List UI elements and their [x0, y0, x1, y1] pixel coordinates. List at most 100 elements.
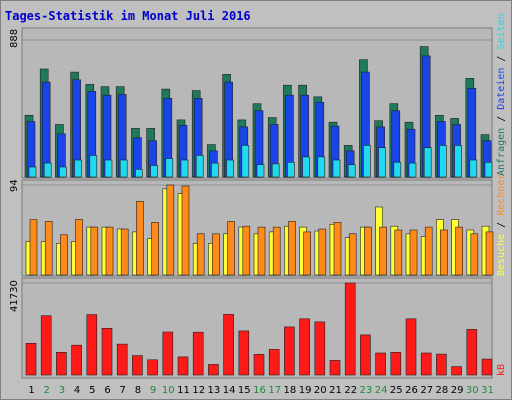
day-label-19: 19 — [299, 385, 312, 396]
bar-rechner-day-24 — [379, 226, 387, 276]
bar-kb-day-12 — [192, 331, 204, 376]
bar-rechner-day-18 — [288, 221, 296, 276]
middle-bars-group — [25, 184, 494, 276]
legend-top-part-4: Seiten — [496, 13, 507, 49]
bottom-bars-group — [25, 282, 493, 376]
bar-kb-day-18 — [284, 326, 295, 376]
day-label-29: 29 — [451, 385, 464, 396]
bar-rechner-day-20 — [318, 228, 327, 276]
legend-middle-part-1: / — [496, 216, 507, 234]
bar-kb-day-17 — [268, 349, 280, 376]
bar-kb-day-3 — [56, 351, 67, 376]
legend-top: Anfragen / Dateien / Seiten — [496, 13, 507, 176]
bar-kb-day-11 — [177, 356, 189, 376]
bar-seiten-day-20 — [317, 156, 326, 178]
bar-rechner-day-14 — [227, 221, 235, 276]
bar-rechner-day-4 — [75, 219, 83, 276]
legend-bottom-part-0: kB — [496, 364, 507, 376]
day-label-2: 2 — [44, 385, 50, 396]
bar-dateien-day-2 — [41, 81, 51, 178]
day-label-13: 13 — [208, 385, 221, 396]
bar-kb-day-22 — [344, 282, 356, 376]
bar-kb-day-26 — [405, 318, 417, 376]
bar-seiten-day-7 — [119, 159, 128, 178]
day-label-15: 15 — [238, 385, 251, 396]
legend-bottom: kB — [496, 364, 507, 376]
middle-max-label: 94 — [9, 179, 20, 192]
bar-rechner-day-27 — [424, 226, 433, 276]
legend-top-part-3: / — [496, 50, 507, 68]
day-label-31: 31 — [481, 385, 494, 396]
bar-rechner-day-22 — [348, 233, 357, 276]
top-bars-group — [24, 46, 493, 178]
bar-seiten-day-5 — [89, 155, 98, 178]
day-label-20: 20 — [314, 385, 327, 396]
legend-middle: Besuche / Rechner — [496, 174, 507, 276]
day-label-24: 24 — [375, 385, 388, 396]
top-max-label: 888 — [9, 29, 20, 48]
bar-rechner-day-25 — [394, 229, 403, 276]
bar-seiten-day-11 — [180, 159, 189, 178]
bar-kb-day-21 — [329, 360, 341, 376]
bar-rechner-day-28 — [440, 229, 448, 276]
bar-kb-day-28 — [436, 353, 447, 376]
day-label-26: 26 — [405, 385, 418, 396]
bar-rechner-day-23 — [364, 226, 372, 276]
day-label-1: 1 — [28, 385, 34, 396]
bar-kb-day-1 — [25, 342, 37, 376]
bar-seiten-day-10 — [165, 158, 174, 178]
bar-rechner-day-11 — [181, 185, 190, 276]
bar-rechner-day-6 — [105, 226, 114, 276]
legend-middle-part-2: Rechner — [496, 174, 507, 216]
bar-kb-day-2 — [40, 315, 52, 376]
bar-seiten-day-31 — [484, 162, 493, 178]
bar-kb-day-9 — [147, 359, 158, 376]
bar-seiten-day-12 — [195, 155, 204, 178]
bar-seiten-day-25 — [393, 162, 402, 178]
bar-kb-day-31 — [481, 358, 493, 376]
bar-rechner-day-31 — [485, 231, 494, 276]
bar-rechner-day-12 — [196, 233, 205, 276]
legend-top-part-2: Dateien — [496, 68, 507, 110]
day-axis-labels: 1 2 3 4 5 6 7 8 9 10 11 12 13 14 15 16 17 18 19 20 21 22 23 24 2… — [28, 385, 494, 396]
bar-kb-day-23 — [360, 334, 371, 376]
bar-rechner-day-30 — [470, 233, 479, 276]
bar-rechner-day-15 — [242, 225, 251, 276]
bar-rechner-day-26 — [409, 229, 418, 276]
day-label-21: 21 — [329, 385, 342, 396]
day-label-7: 7 — [120, 385, 126, 396]
bar-rechner-day-9 — [151, 222, 159, 276]
bar-rechner-day-7 — [120, 228, 129, 276]
bar-kb-day-10 — [162, 331, 174, 376]
bar-kb-day-24 — [375, 352, 386, 376]
bar-kb-day-6 — [101, 327, 113, 376]
bar-kb-day-4 — [71, 344, 82, 376]
bar-rechner-day-10 — [166, 184, 175, 276]
bar-kb-day-29 — [451, 366, 462, 376]
bar-kb-day-7 — [116, 343, 128, 376]
bar-seiten-day-15 — [241, 145, 250, 178]
day-label-28: 28 — [436, 385, 449, 396]
bar-seiten-day-16 — [256, 164, 265, 178]
chart-title: Tages-Statistik im Monat Juli 2016 — [5, 9, 251, 23]
bar-rechner-day-17 — [272, 226, 281, 276]
bar-seiten-day-21 — [332, 159, 341, 178]
day-label-10: 10 — [162, 385, 175, 396]
bar-seiten-day-26 — [408, 162, 417, 178]
day-label-4: 4 — [74, 385, 80, 396]
bar-seiten-day-27 — [423, 147, 432, 178]
day-label-12: 12 — [192, 385, 205, 396]
day-label-30: 30 — [466, 385, 479, 396]
bar-kb-day-20 — [314, 321, 326, 376]
bar-seiten-day-9 — [150, 165, 158, 178]
bar-rechner-day-19 — [303, 231, 311, 276]
bar-rechner-day-1 — [29, 219, 38, 276]
bar-kb-day-25 — [390, 351, 402, 376]
day-label-17: 17 — [268, 385, 281, 396]
day-label-5: 5 — [89, 385, 95, 396]
bar-kb-day-14 — [223, 314, 234, 376]
bar-kb-day-5 — [86, 314, 98, 376]
bar-seiten-day-8 — [135, 169, 143, 178]
bar-rechner-day-13 — [212, 233, 220, 276]
